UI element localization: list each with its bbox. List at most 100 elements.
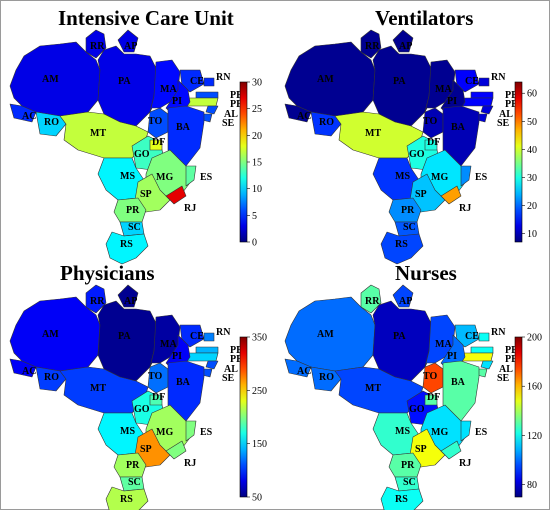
state-rj — [440, 440, 462, 460]
colorbar-tick-label: 60 — [527, 89, 537, 100]
state-al — [205, 105, 219, 115]
panel-nurses: Nurses RR AP AM PA MA CE RN PB PE AL SE PI AC RO TO BA M… — [275, 255, 550, 510]
panel-ventilators: Ventilators RR AP AM PA MA CE RN PB PE AL SE PI AC RO… — [275, 0, 550, 265]
colorbar-tick-label: 250 — [252, 386, 267, 397]
state-am — [284, 41, 376, 117]
state-label-ro: RO — [44, 372, 59, 383]
state-ac — [9, 103, 37, 123]
state-label-sc: SC — [403, 477, 416, 488]
state-label-se: SE — [497, 373, 510, 384]
state-label-ba: BA — [451, 377, 466, 388]
state-label-al: AL — [499, 364, 513, 375]
state-label-ce: CE — [190, 331, 204, 342]
state-df — [424, 139, 438, 151]
state-label-pe: PE — [230, 354, 243, 365]
state-label-pb: PB — [505, 345, 518, 356]
state-ro — [310, 111, 342, 137]
state-label-am: AM — [42, 74, 59, 85]
panel-title: Ventilators — [375, 6, 474, 30]
state-label-am: AM — [317, 329, 334, 340]
state-label-mt: MT — [365, 128, 381, 139]
state-label-to: TO — [148, 116, 162, 127]
colorbar-tick-label: 20 — [252, 131, 262, 142]
state-rs — [105, 486, 149, 510]
state-label-mg: MG — [156, 172, 173, 183]
colorbar — [239, 336, 248, 498]
colorbar-tick-label: 5 — [252, 211, 257, 222]
state-ac — [284, 358, 312, 378]
state-rj — [165, 440, 187, 460]
state-pb — [470, 91, 494, 99]
state-label-rn: RN — [491, 327, 506, 338]
state-label-go: GO — [134, 404, 150, 415]
state-label-ap: AP — [399, 296, 412, 307]
state-label-rr: RR — [365, 296, 380, 307]
state-label-ro: RO — [319, 372, 334, 383]
state-al — [480, 360, 494, 370]
state-label-pi: PI — [447, 96, 457, 107]
state-label-ma: MA — [160, 339, 177, 350]
state-rs — [105, 231, 149, 265]
state-label-ma: MA — [435, 339, 452, 350]
state-rn — [203, 332, 215, 342]
state-label-rn: RN — [491, 72, 506, 83]
state-label-ce: CE — [465, 76, 479, 87]
state-ro — [310, 366, 342, 392]
state-label-to: TO — [423, 371, 437, 382]
state-ap — [117, 29, 139, 53]
state-ma — [149, 59, 181, 113]
state-label-pr: PR — [126, 205, 140, 216]
state-label-ro: RO — [319, 117, 334, 128]
state-label-pi: PI — [172, 351, 182, 362]
state-pb — [195, 346, 219, 354]
colorbar-tick-label: 0 — [252, 238, 257, 249]
state-al — [480, 105, 494, 115]
state-ro — [35, 111, 67, 137]
state-label-ce: CE — [465, 331, 479, 342]
state-label-se: SE — [497, 118, 510, 129]
state-label-al: AL — [499, 109, 513, 120]
state-label-es: ES — [475, 427, 488, 438]
state-label-ms: MS — [120, 426, 135, 437]
state-label-pb: PB — [230, 345, 243, 356]
colorbar-tick-label: 80 — [527, 480, 537, 491]
state-label-ma: MA — [435, 84, 452, 95]
state-label-sc: SC — [128, 222, 141, 233]
colorbar — [239, 81, 248, 243]
state-ac — [9, 358, 37, 378]
state-ap — [117, 284, 139, 308]
state-label-es: ES — [200, 427, 213, 438]
colorbar-tick-label: 40 — [527, 145, 537, 156]
state-rs — [380, 231, 424, 265]
state-label-mt: MT — [90, 383, 106, 394]
state-label-df: DF — [427, 392, 440, 403]
state-am — [9, 41, 101, 117]
state-label-mt: MT — [90, 128, 106, 139]
state-ba — [167, 360, 205, 422]
colorbar-tick-label: 150 — [252, 439, 267, 450]
state-label-ac: AC — [22, 111, 36, 122]
state-label-sc: SC — [128, 477, 141, 488]
colorbar-tick-label: 10 — [527, 229, 537, 240]
state-label-es: ES — [475, 172, 488, 183]
state-label-pr: PR — [126, 460, 140, 471]
state-es — [185, 165, 197, 187]
state-pb — [195, 91, 219, 99]
state-label-df: DF — [152, 392, 165, 403]
state-label-am: AM — [317, 74, 334, 85]
state-label-es: ES — [200, 172, 213, 183]
state-label-ms: MS — [395, 171, 410, 182]
state-rs — [380, 486, 424, 510]
state-ap — [392, 284, 414, 308]
state-label-ac: AC — [297, 111, 311, 122]
state-label-rr: RR — [365, 41, 380, 52]
state-label-mg: MG — [156, 427, 173, 438]
state-ba — [442, 360, 480, 422]
state-es — [185, 420, 197, 442]
colorbar — [514, 336, 523, 498]
colorbar — [514, 81, 523, 243]
